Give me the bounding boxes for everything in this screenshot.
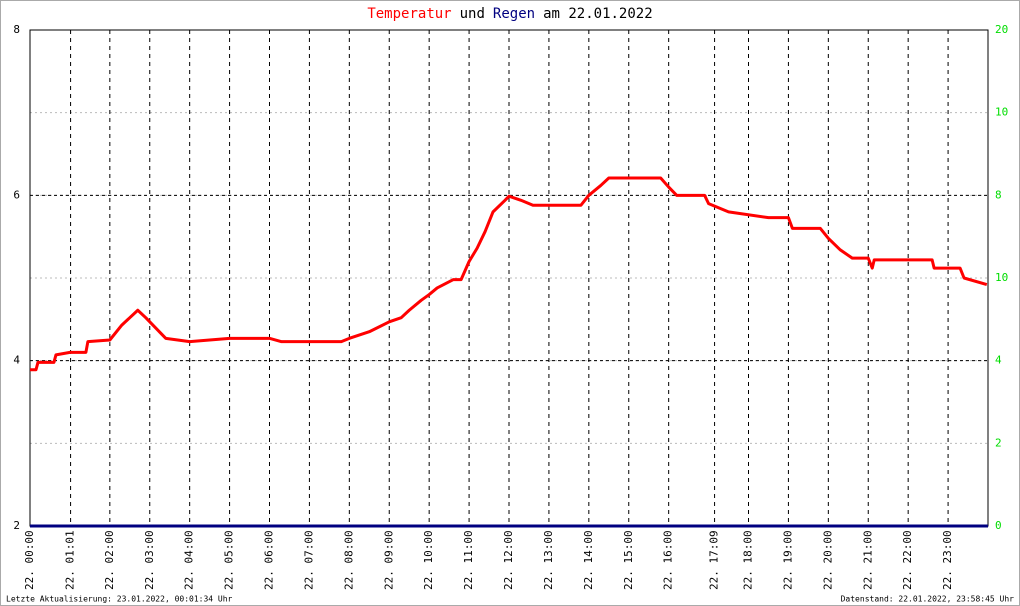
y2-tick-label: 2 xyxy=(995,436,1002,449)
x-tick-label: 22. 09:00 xyxy=(382,530,395,590)
x-tick-label: 22. 18:00 xyxy=(742,530,755,590)
x-tick-label: 22. 16:00 xyxy=(662,530,675,590)
y2-tick-label: 10 xyxy=(995,106,1008,119)
x-tick-label: 22. 04:00 xyxy=(183,530,196,590)
x-tick-label: 22. 22:00 xyxy=(901,530,914,590)
x-tick-label: 22. 05:00 xyxy=(223,530,236,590)
title-part: und xyxy=(460,6,485,22)
y2-tick-label: 8 xyxy=(995,188,1002,201)
y-tick-label: 6 xyxy=(13,188,20,201)
x-tick-label: 22. 06:00 xyxy=(263,530,276,590)
y2-tick-label: 20 xyxy=(995,23,1008,36)
x-tick-label: 22. 19:00 xyxy=(781,530,794,590)
x-tick-label: 22. 00:00 xyxy=(23,530,36,590)
series-line xyxy=(30,176,988,372)
y2-tick-label: 4 xyxy=(995,354,1002,367)
title-part: Regen xyxy=(493,6,535,22)
x-tick-label: 22. 07:00 xyxy=(302,530,315,590)
title-part: am 22.01.2022 xyxy=(543,6,653,22)
y-tick-label: 4 xyxy=(13,354,20,367)
x-tick-label: 22. 12:00 xyxy=(502,530,515,590)
x-tick-label: 22. 15:00 xyxy=(622,530,635,590)
x-tick-label: 22. 08:00 xyxy=(342,530,355,590)
x-tick-label: 22. 03:00 xyxy=(143,530,156,590)
y-tick-label: 2 xyxy=(13,519,20,532)
x-tick-label: 22. 17:09 xyxy=(708,530,721,590)
x-tick-label: 22. 01:01 xyxy=(64,530,77,590)
footer-left: Letzte Aktualisierung: 23.01.2022, 00:01… xyxy=(6,595,233,604)
x-tick-label: 22. 13:00 xyxy=(542,530,555,590)
x-tick-label: 22. 11:00 xyxy=(462,530,475,590)
footer-right: Datenstand: 22.01.2022, 23:58:45 Uhr xyxy=(841,595,1015,604)
x-tick-label: 22. 02:00 xyxy=(103,530,116,590)
y-tick-label: 8 xyxy=(13,23,20,36)
x-tick-label: 22. 20:00 xyxy=(821,530,834,590)
x-tick-label: 22. 10:00 xyxy=(422,530,435,590)
x-tick-label: 22. 14:00 xyxy=(582,530,595,590)
x-tick-label: 22. 21:00 xyxy=(861,530,874,590)
title-part: Temperatur xyxy=(367,6,451,22)
chart-title: Temperatur und Regen am 22.01.2022 xyxy=(367,6,652,22)
x-tick-label: 22. 23:00 xyxy=(941,530,954,590)
y2-tick-label: 10 xyxy=(995,271,1008,284)
y2-tick-label: 0 xyxy=(995,519,1002,532)
